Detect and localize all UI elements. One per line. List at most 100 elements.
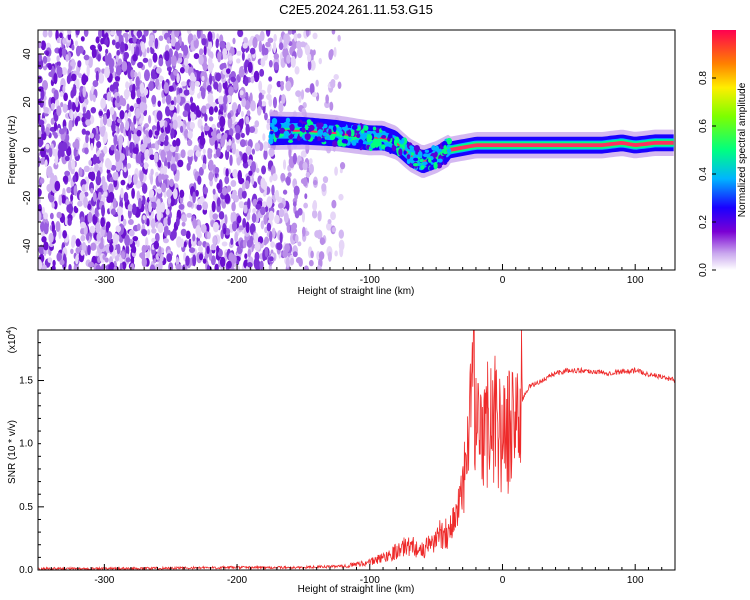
signal-speck xyxy=(279,127,286,134)
noise-speck xyxy=(211,200,216,213)
noise-speck xyxy=(230,193,235,199)
noise-speck xyxy=(96,232,101,242)
noise-speck xyxy=(274,214,280,224)
noise-speck xyxy=(181,221,186,227)
spectrogram-panel: -300 -200 -100 0 100 40 20 0 -20 -40 Height of s… xyxy=(7,29,676,297)
signal-speck xyxy=(422,153,429,158)
noise-speck xyxy=(327,219,332,225)
noise-speck xyxy=(322,176,329,184)
noise-speck xyxy=(240,118,244,126)
noise-speck xyxy=(201,75,205,82)
noise-speck xyxy=(48,30,53,38)
noise-speck xyxy=(278,42,284,51)
signal-speck xyxy=(393,138,398,147)
noise-speck xyxy=(201,38,207,46)
noise-speck xyxy=(73,147,77,158)
signal-speck xyxy=(273,126,279,133)
noise-speck xyxy=(80,36,85,42)
noise-speck xyxy=(200,223,207,234)
noise-speck xyxy=(62,103,68,113)
signal-speck xyxy=(387,133,393,139)
noise-speck xyxy=(72,174,77,183)
noise-speck xyxy=(297,241,302,247)
noise-speck xyxy=(129,105,134,112)
noise-speck xyxy=(65,54,69,62)
noise-speck xyxy=(146,229,151,236)
noise-speck xyxy=(258,80,263,92)
noise-speck xyxy=(292,152,298,165)
noise-speck xyxy=(242,42,248,49)
noise-speck xyxy=(100,217,106,228)
signal-speck xyxy=(366,134,373,141)
noise-speck xyxy=(70,248,74,255)
noise-speck xyxy=(180,81,187,87)
noise-speck xyxy=(207,92,214,105)
noise-speck xyxy=(137,197,142,210)
noise-speck xyxy=(305,171,311,178)
noise-speck xyxy=(253,232,259,241)
noise-speck xyxy=(262,133,266,142)
noise-speck xyxy=(50,96,56,106)
noise-speck xyxy=(271,184,275,196)
noise-speck xyxy=(303,265,309,270)
signal-speck xyxy=(381,130,386,135)
signal-speck xyxy=(420,165,425,170)
noise-speck xyxy=(247,61,253,74)
noise-speck xyxy=(237,187,244,200)
noise-speck xyxy=(164,228,169,237)
noise-speck xyxy=(263,141,269,151)
noise-speck xyxy=(255,167,260,174)
spectrogram-heatmap xyxy=(38,30,674,270)
signal-speck xyxy=(332,140,338,147)
noise-speck xyxy=(85,119,92,126)
noise-speck xyxy=(178,87,183,94)
noise-speck xyxy=(113,266,117,270)
noise-speck xyxy=(304,193,308,200)
noise-speck xyxy=(87,261,95,268)
noise-speck xyxy=(272,41,277,54)
noise-speck xyxy=(246,110,251,117)
noise-speck xyxy=(256,106,262,116)
snr-y-tick-label: 0.0 xyxy=(19,565,33,576)
noise-speck xyxy=(157,139,161,146)
noise-speck xyxy=(132,245,137,254)
noise-speck xyxy=(187,149,193,158)
noise-speck xyxy=(62,175,68,183)
noise-speck xyxy=(116,243,121,255)
noise-speck xyxy=(168,48,173,58)
noise-speck xyxy=(224,175,230,185)
noise-speck xyxy=(66,186,72,194)
noise-speck xyxy=(75,247,80,254)
noise-speck xyxy=(103,191,108,197)
noise-speck xyxy=(170,195,175,207)
figure-title: C2E5.2024.261.11.53.G15 xyxy=(279,2,433,17)
noise-speck xyxy=(56,252,62,262)
noise-speck xyxy=(67,99,72,111)
noise-speck xyxy=(77,60,82,68)
noise-speck xyxy=(244,91,249,101)
noise-speck xyxy=(239,90,244,96)
spectrogram-x-axis-label: Height of straight line (km) xyxy=(298,286,415,297)
noise-speck xyxy=(41,236,47,243)
noise-speck xyxy=(52,259,56,267)
noise-speck xyxy=(195,150,202,158)
noise-speck xyxy=(197,240,202,247)
noise-speck xyxy=(231,102,238,115)
noise-speck xyxy=(247,39,252,47)
noise-speck xyxy=(38,119,45,126)
noise-speck xyxy=(125,244,130,257)
noise-speck xyxy=(236,259,240,266)
noise-speck xyxy=(43,106,49,114)
noise-speck xyxy=(182,110,189,118)
noise-speck xyxy=(170,128,175,139)
signal-speck xyxy=(322,132,328,137)
noise-speck xyxy=(113,178,118,188)
noise-speck xyxy=(197,219,201,227)
noise-speck xyxy=(157,188,162,194)
noise-speck xyxy=(334,250,338,257)
noise-speck xyxy=(137,32,141,39)
noise-speck xyxy=(269,256,274,262)
noise-speck xyxy=(79,221,87,229)
noise-speck xyxy=(108,191,115,203)
noise-speck xyxy=(141,244,147,254)
